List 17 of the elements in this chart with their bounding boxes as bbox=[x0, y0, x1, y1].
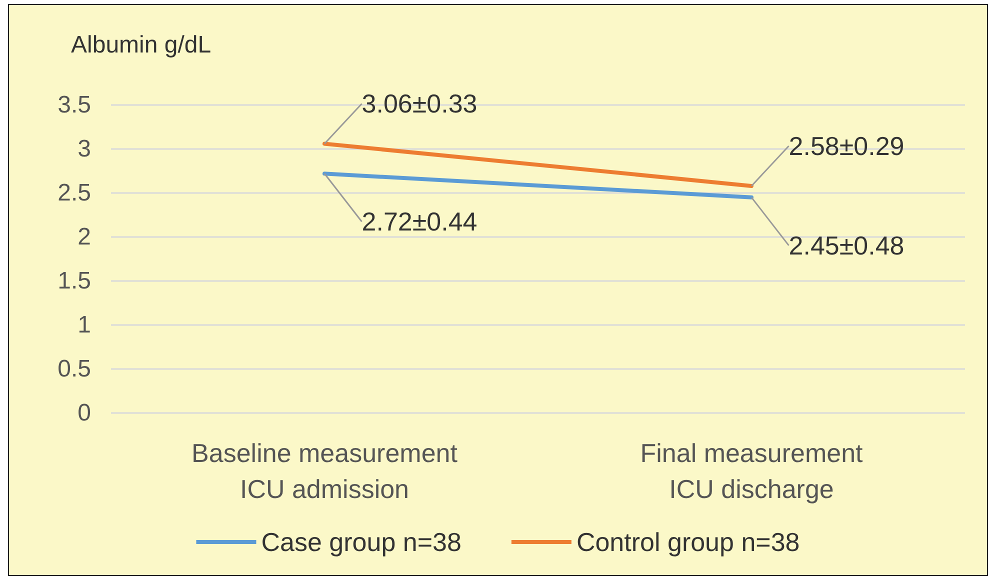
y-axis-title: Albumin g/dL bbox=[71, 32, 212, 58]
y-tick-label: 3.5 bbox=[58, 92, 91, 118]
x-tick-label: Baseline measurement ICU admission bbox=[192, 438, 458, 504]
y-tick-label: 3 bbox=[78, 136, 91, 162]
y-tick-label: 0.5 bbox=[58, 356, 91, 382]
y-tick-label: 1 bbox=[78, 312, 91, 338]
y-tick-label: 0 bbox=[78, 400, 91, 426]
data-label: 2.45±0.48 bbox=[788, 230, 904, 260]
y-tick-label: 1.5 bbox=[58, 268, 91, 294]
data-label: 3.06±0.33 bbox=[362, 88, 478, 119]
legend-label: Control group n=38 bbox=[576, 527, 800, 557]
data-label: 2.72±0.44 bbox=[362, 206, 478, 237]
y-tick-label: 2.5 bbox=[58, 180, 91, 206]
x-tick-label: Final measurement ICU discharge bbox=[640, 438, 864, 504]
legend-label: Case group n=38 bbox=[261, 527, 462, 557]
data-label: 2.58±0.29 bbox=[788, 130, 904, 161]
y-tick-label: 2 bbox=[78, 224, 91, 250]
